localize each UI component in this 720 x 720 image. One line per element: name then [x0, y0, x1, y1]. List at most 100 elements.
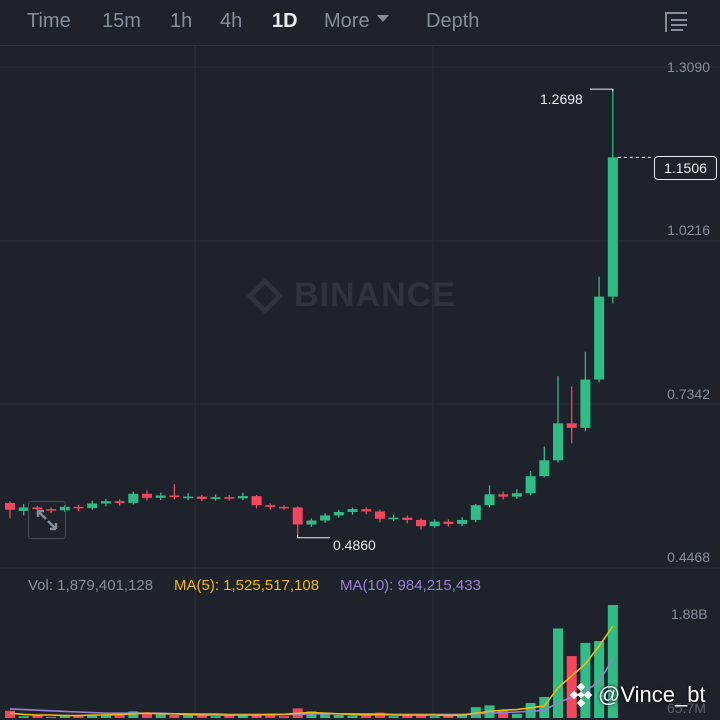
- volume-bar: [416, 715, 426, 718]
- volume-label: Vol: 1,879,401,128: [28, 577, 154, 594]
- volume-bar: [347, 715, 358, 718]
- volume-bar: [566, 656, 577, 718]
- volume-bar: [374, 712, 385, 718]
- volume-bar: [5, 710, 15, 718]
- candle: [457, 519, 468, 524]
- candle: [470, 505, 481, 520]
- volume-bar: [46, 716, 57, 718]
- volume-bar: [142, 713, 152, 718]
- chevron-down-icon: [376, 15, 389, 23]
- overlay-handle-text: @Vince_bt: [598, 682, 706, 707]
- candle: [333, 511, 344, 516]
- volume-bar: [607, 605, 618, 718]
- candle: [484, 494, 495, 506]
- tab-1d[interactable]: 1D: [272, 10, 298, 32]
- candle: [402, 517, 413, 520]
- volume-bar: [429, 716, 440, 718]
- overlay-handle: @Vince_bt: [568, 682, 706, 708]
- candle: [224, 497, 235, 499]
- volume-bar: [443, 714, 454, 718]
- chart-settings-icon[interactable]: [664, 9, 690, 35]
- candle: [580, 379, 591, 428]
- candle: [32, 507, 43, 510]
- volume-bar: [18, 716, 29, 718]
- volume-bar: [388, 716, 399, 718]
- candle: [443, 521, 454, 524]
- candle: [429, 521, 440, 527]
- tab-time[interactable]: Time: [27, 10, 71, 32]
- volume-bar: [306, 711, 317, 718]
- binance-watermark: BINANCE: [246, 276, 456, 315]
- tab-1h[interactable]: 1h: [170, 10, 193, 32]
- volume-bar: [128, 711, 139, 718]
- volume-bar: [196, 715, 207, 718]
- candle: [416, 519, 426, 527]
- candle: [607, 157, 618, 297]
- volume-bar: [511, 713, 522, 718]
- candle: [142, 493, 152, 498]
- volume-bar: [183, 713, 194, 718]
- price-axis-label: 1.3090: [667, 59, 710, 75]
- candle: [46, 509, 57, 511]
- volume-bar: [210, 716, 221, 718]
- high-marker-line: [590, 88, 614, 92]
- candle: [5, 502, 15, 510]
- volume-bar: [59, 716, 70, 718]
- price-axis-label: 1.0216: [667, 222, 710, 238]
- ma10-label: MA(10): 984,215,433: [340, 577, 481, 594]
- tab-more-label: More: [324, 10, 370, 32]
- candle: [114, 501, 125, 503]
- tab-15m[interactable]: 15m: [102, 10, 141, 32]
- candle: [100, 501, 111, 504]
- interval-toolbar: Time 15m 1h 4h 1D More Depth: [0, 0, 720, 46]
- candle: [361, 509, 372, 512]
- candle: [87, 503, 98, 509]
- volume-axis-min: 65.7M: [667, 700, 706, 716]
- low-marker-line: [297, 534, 330, 539]
- candle: [265, 505, 276, 507]
- candle: [251, 496, 262, 506]
- volume-bar: [237, 715, 248, 718]
- candle: [388, 517, 399, 520]
- volume-bar: [155, 714, 166, 718]
- low-price-marker: 0.4860: [333, 537, 376, 553]
- volume-bar: [87, 715, 98, 718]
- candle: [59, 506, 70, 511]
- candle: [183, 496, 194, 499]
- volume-bar: [553, 628, 563, 718]
- candle: [594, 296, 605, 380]
- volume-bar: [224, 714, 235, 718]
- tab-more[interactable]: More: [324, 10, 389, 33]
- tab-4h[interactable]: 4h: [220, 10, 243, 32]
- candle: [169, 495, 180, 498]
- price-axis-label: 0.7342: [667, 386, 710, 402]
- volume-bar: [279, 716, 289, 718]
- volume-bar: [361, 715, 372, 718]
- volume-bar: [333, 714, 344, 718]
- tab-depth[interactable]: Depth: [426, 10, 480, 32]
- volume-bar: [525, 702, 536, 718]
- volume-bar: [594, 641, 605, 718]
- candle: [18, 507, 29, 511]
- candle: [279, 506, 289, 509]
- candle: [128, 493, 139, 503]
- candle: [306, 520, 317, 525]
- ma5-label: MA(5): 1,525,517,108: [174, 577, 320, 594]
- fullscreen-button[interactable]: [28, 501, 66, 539]
- volume-bar: [539, 696, 550, 718]
- candle: [196, 496, 207, 499]
- price-axis-label: 0.4468: [667, 549, 710, 565]
- candle: [237, 496, 248, 499]
- binance-logo-icon: [569, 682, 593, 708]
- volume-bar: [32, 714, 43, 718]
- volume-bar: [320, 714, 331, 718]
- candle: [155, 495, 166, 498]
- volume-bar: [498, 710, 509, 718]
- volume-bar: [169, 714, 180, 718]
- volume-bar: [402, 714, 413, 718]
- candle: [566, 423, 577, 428]
- volume-bar: [114, 714, 125, 718]
- high-price-marker: 1.2698: [540, 91, 583, 107]
- ma10-line: [9, 658, 614, 716]
